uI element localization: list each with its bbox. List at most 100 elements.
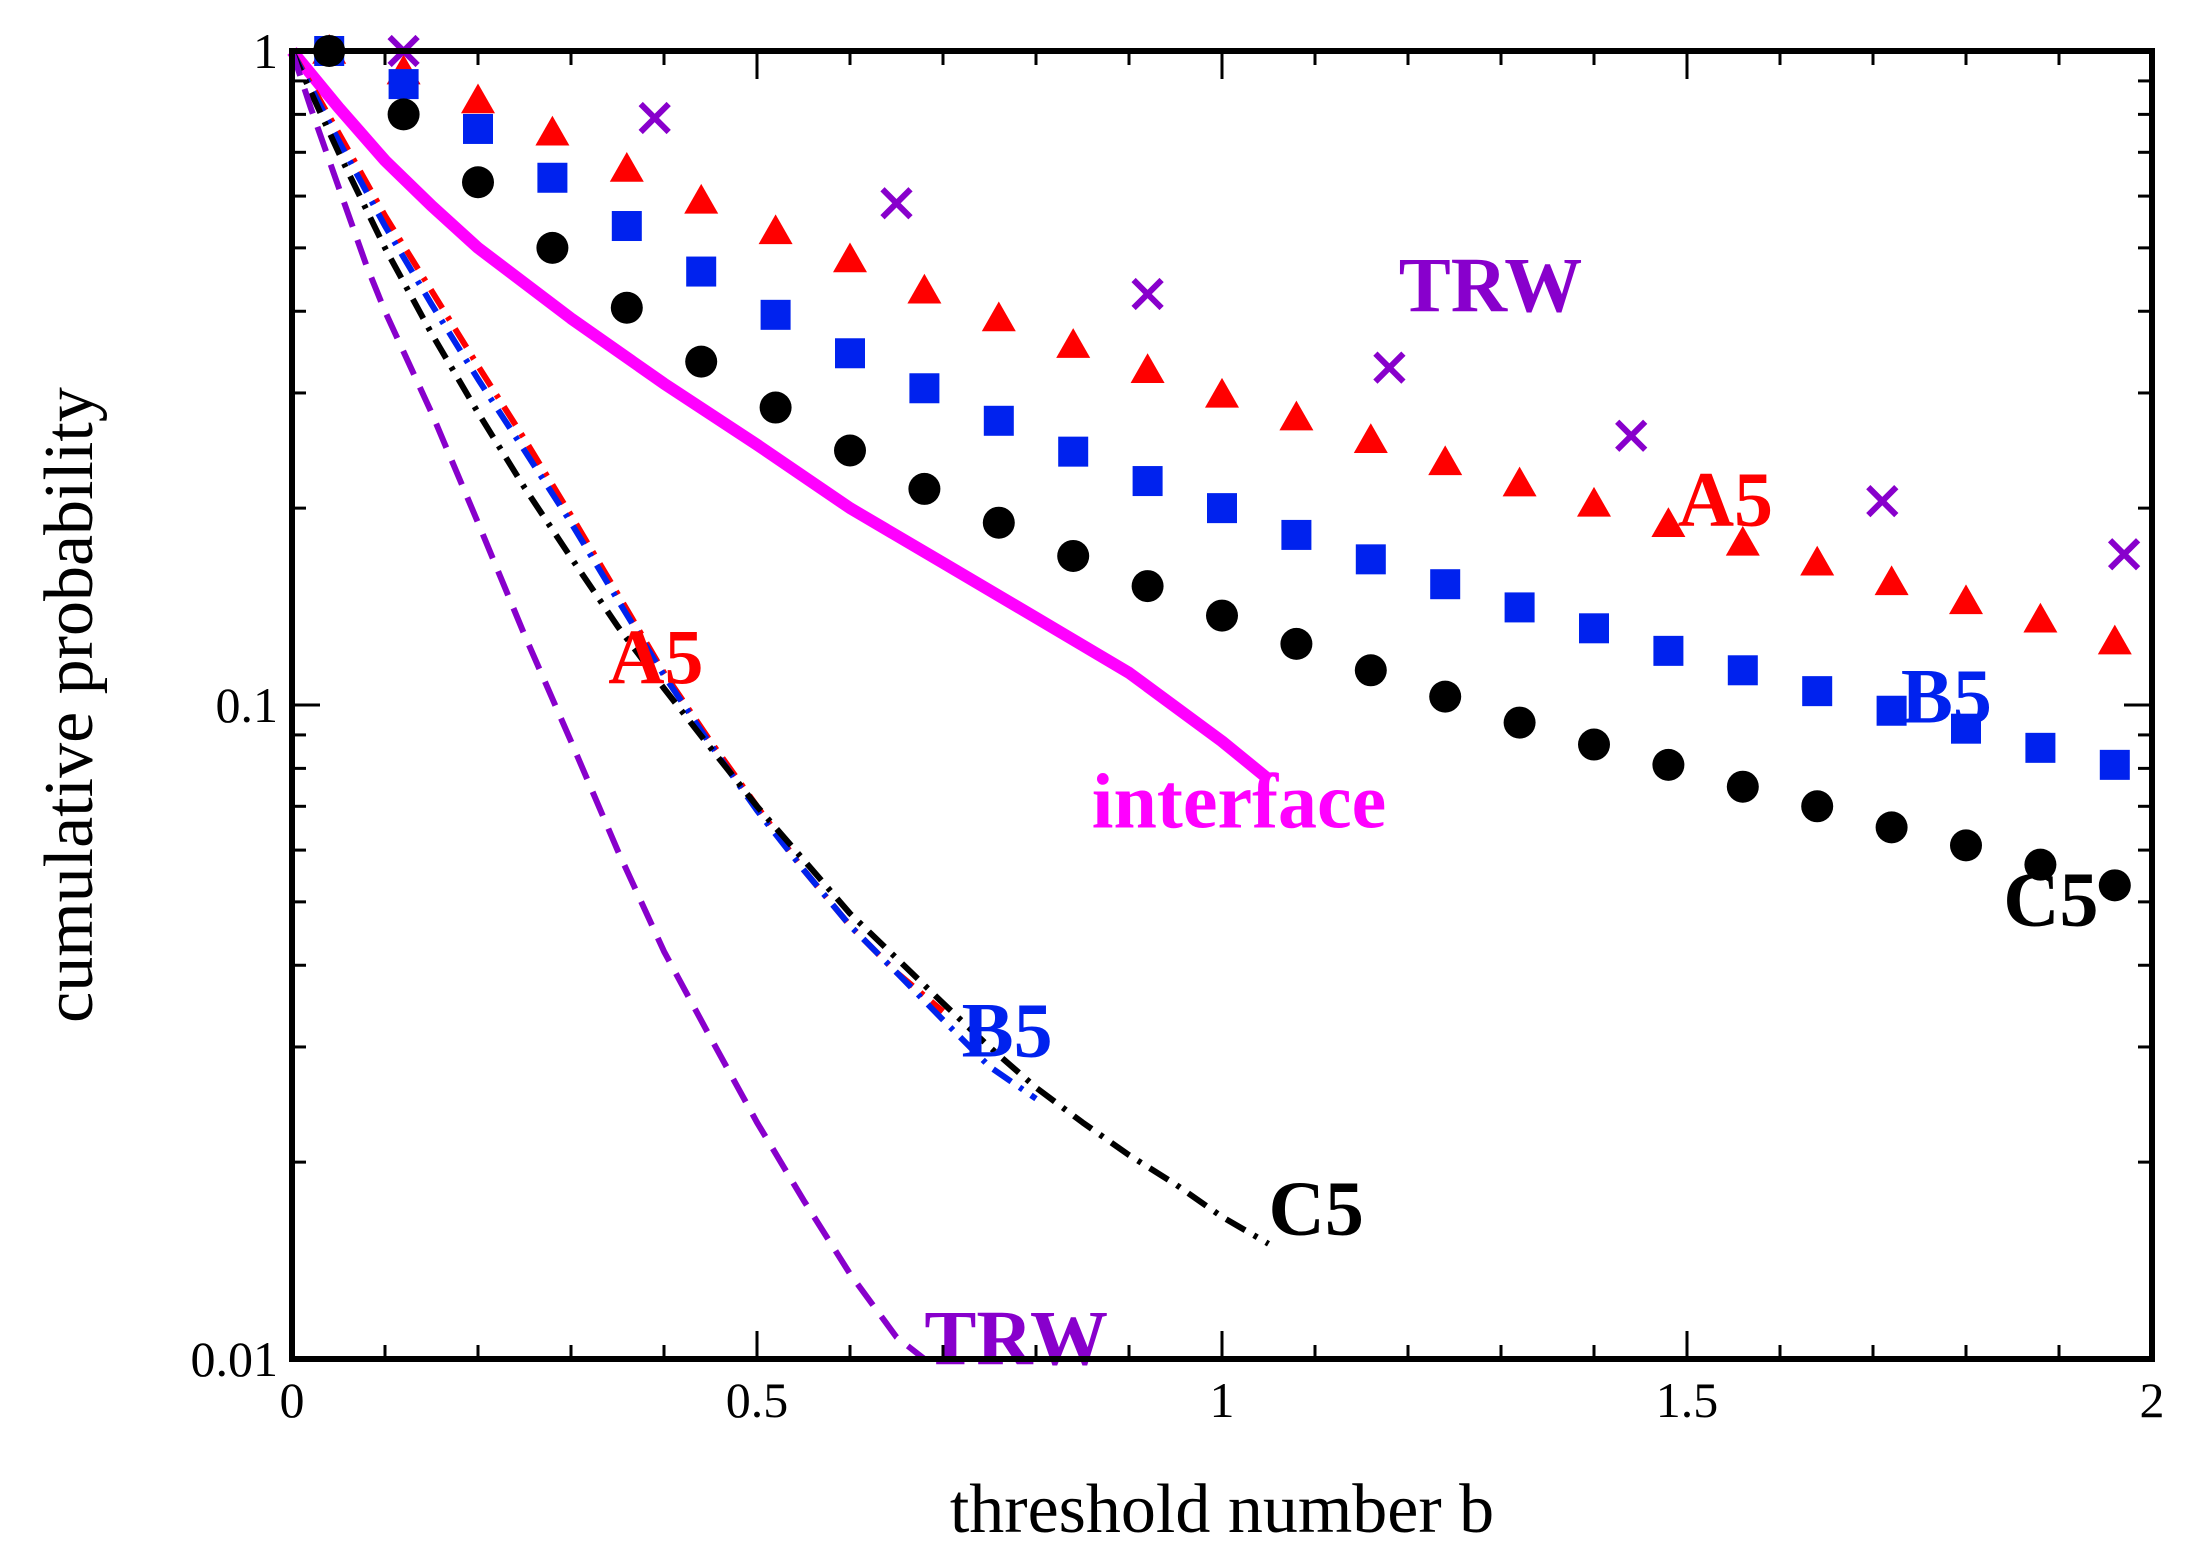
series-line <box>289 49 1271 1247</box>
data-point-square <box>983 405 1014 436</box>
data-point-square <box>1653 635 1684 666</box>
data-point-square <box>1727 655 1758 686</box>
data-point-square <box>686 256 717 287</box>
series-a5-markers- <box>312 34 2132 655</box>
x-tick-label: 1 <box>1210 1372 1235 1428</box>
annotation-label: A5 <box>1678 456 1773 543</box>
data-point-circle <box>1950 829 1982 862</box>
y-tick-label: 0.1 <box>216 677 279 733</box>
data-point-triangle <box>609 152 644 182</box>
series-line <box>289 49 945 1014</box>
data-point-triangle <box>1502 466 1537 497</box>
data-point-circle <box>685 345 718 378</box>
data-point-circle <box>2024 848 2057 881</box>
series-line <box>289 49 1038 1102</box>
annotation-label: interface <box>1092 757 1386 844</box>
series-line <box>289 50 927 1362</box>
data-point-triangle <box>1651 507 1686 537</box>
data-point-square <box>1281 519 1312 550</box>
data-point-triangle <box>1056 328 1091 358</box>
data-point-square <box>1579 613 1609 644</box>
y-tick-label: 0.01 <box>191 1331 279 1387</box>
data-point-circle <box>1206 599 1238 632</box>
data-point-circle <box>1503 706 1536 739</box>
data-point-triangle <box>1205 377 1239 408</box>
series-line <box>287 47 1273 784</box>
data-point-square <box>1207 493 1237 524</box>
series-trw-markers- <box>387 34 2141 571</box>
data-point-circle <box>908 472 941 505</box>
data-point-square <box>1504 592 1535 623</box>
data-point-square <box>2025 732 2056 763</box>
data-point-triangle <box>461 83 495 114</box>
x-tick-label: 1.5 <box>1656 1372 1719 1428</box>
data-point-square <box>1802 676 1833 707</box>
data-point-square <box>909 373 940 404</box>
y-tick-label: 1 <box>253 23 278 79</box>
data-point-circle <box>1578 728 1610 761</box>
data-point-triangle <box>1353 423 1388 453</box>
data-point-x <box>1373 351 1406 384</box>
data-point-square <box>1430 569 1461 600</box>
data-point-square <box>388 69 419 100</box>
data-point-triangle <box>833 242 867 273</box>
annotation-label: A5 <box>608 613 703 700</box>
data-point-circle <box>1652 748 1685 781</box>
data-point-circle <box>1131 570 1164 603</box>
data-point-triangle <box>1800 545 1835 576</box>
y-axis-label: cumulative probability <box>31 387 108 1023</box>
data-point-square <box>537 162 568 193</box>
data-point-triangle <box>1725 525 1760 556</box>
data-point-circle <box>1429 680 1462 713</box>
data-point-circle <box>834 434 866 467</box>
data-point-circle <box>1875 811 1908 844</box>
data-point-triangle <box>2023 602 2058 633</box>
data-point-circle <box>610 291 643 324</box>
data-point-x <box>1131 277 1164 311</box>
data-point-triangle <box>1874 565 1909 596</box>
data-point-x <box>638 101 671 135</box>
annotation-label: B5 <box>962 987 1053 1074</box>
data-point-triangle <box>758 214 793 245</box>
data-point-circle <box>387 98 420 131</box>
x-tick-label: 0.5 <box>726 1372 789 1428</box>
data-point-triangle <box>1428 445 1463 476</box>
data-point-triangle <box>907 273 942 304</box>
data-point-triangle <box>1279 400 1314 431</box>
data-point-square <box>463 113 493 144</box>
series-b5-line- <box>289 49 1038 1102</box>
data-point-triangle <box>1577 486 1611 517</box>
data-point-triangle <box>684 183 719 214</box>
series-c5-line- <box>289 49 1271 1247</box>
data-point-circle <box>462 166 494 199</box>
series-trw-line- <box>289 50 927 1362</box>
axes-frame <box>289 48 2155 1362</box>
data-point-circle <box>1801 790 1834 823</box>
x-tick-label: 2 <box>2140 1372 2165 1428</box>
data-point-square <box>1058 436 1089 467</box>
data-point-triangle <box>535 115 570 146</box>
data-point-x <box>880 187 913 220</box>
data-point-square <box>1876 695 1907 726</box>
x-axis-label: threshold number b <box>950 1471 1494 1548</box>
annotation-label: B5 <box>1901 653 1992 740</box>
data-point-square <box>1355 544 1386 575</box>
data-point-x <box>1615 419 1648 452</box>
data-point-triangle <box>1130 353 1165 383</box>
series-layer <box>287 34 2141 1362</box>
data-point-circle <box>982 506 1015 539</box>
data-point-circle <box>1726 770 1759 803</box>
data-point-x <box>1866 484 1899 518</box>
x-tick-label: 0 <box>280 1372 305 1428</box>
data-point-triangle <box>2097 624 2132 655</box>
data-point-x <box>2107 538 2141 571</box>
series-c5-markers- <box>313 35 2131 902</box>
data-point-triangle <box>981 301 1016 332</box>
data-point-square <box>611 211 642 242</box>
data-point-circle <box>536 231 569 264</box>
data-point-circle <box>1354 654 1387 687</box>
data-point-square <box>760 299 791 330</box>
annotation-label: TRW <box>1399 241 1583 328</box>
ticks-layer: 0 0.5 1 1.5 2 0.01 0.1 1 <box>191 23 2165 1428</box>
